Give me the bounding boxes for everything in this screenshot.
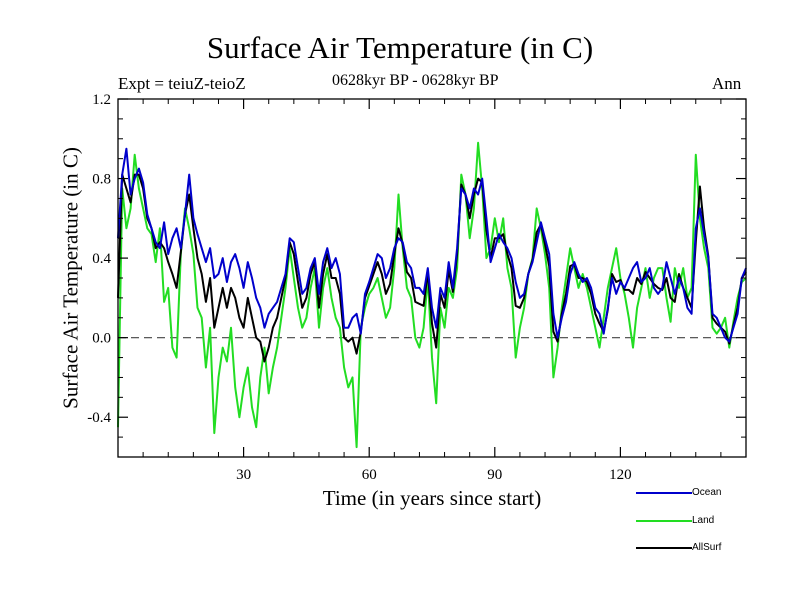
- y-tick-label: 0.0: [92, 331, 111, 347]
- legend-swatch-ocean: [636, 492, 692, 494]
- x-tick-label: 30: [236, 467, 251, 483]
- y-tick-label: -0.4: [87, 410, 111, 426]
- legend-label-ocean: Ocean: [692, 487, 721, 498]
- y-tick-label: 1.2: [92, 92, 111, 108]
- x-tick-label: 90: [487, 467, 502, 483]
- legend-item-land: Land: [632, 515, 792, 535]
- x-tick-label: 120: [609, 467, 632, 483]
- legend-swatch-land: [636, 520, 692, 522]
- legend-label-allsurf: AllSurf: [692, 542, 721, 553]
- legend-label-land: Land: [692, 515, 714, 526]
- legend-item-allsurf: AllSurf: [632, 542, 792, 562]
- x-tick-label: 60: [362, 467, 377, 483]
- y-tick-label: 0.4: [92, 251, 111, 267]
- line-chart: 30 60 90 120 -0.4 0.0 0.4 0.8 1.2: [0, 0, 800, 600]
- legend-item-ocean: Ocean: [632, 487, 792, 507]
- legend-swatch-allsurf: [636, 547, 692, 549]
- y-tick-label: 0.8: [92, 172, 111, 188]
